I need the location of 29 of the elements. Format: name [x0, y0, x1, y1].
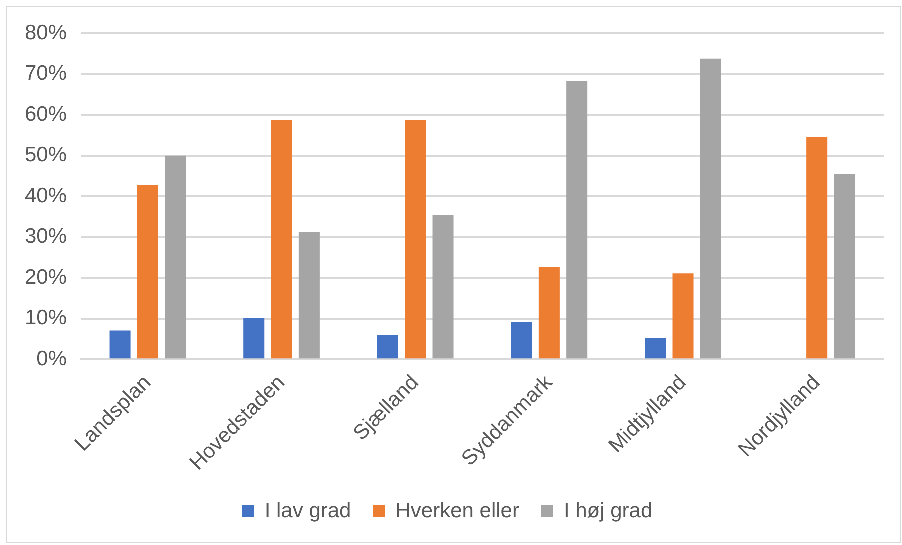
bar	[244, 318, 265, 359]
y-tick-label: 20%	[25, 266, 68, 289]
y-tick-label: 10%	[25, 306, 68, 330]
bar	[137, 185, 158, 359]
bar	[511, 322, 532, 359]
legend-label: I lav grad	[264, 499, 352, 522]
bar	[165, 156, 186, 359]
bar	[432, 215, 454, 359]
legend-label: I høj grad	[564, 499, 653, 522]
bar	[672, 274, 694, 359]
bar	[806, 138, 828, 359]
bar	[566, 81, 588, 359]
bar	[700, 58, 722, 359]
bar	[377, 335, 398, 359]
bar	[405, 120, 426, 359]
bar	[645, 338, 666, 359]
legend-label: Hverken eller	[396, 499, 520, 522]
y-tick-label: 60%	[25, 102, 68, 126]
bar	[298, 232, 320, 359]
y-tick-label: 70%	[25, 62, 68, 86]
y-tick-label: 80%	[25, 21, 68, 44]
bar	[271, 120, 292, 359]
y-tick-label: 30%	[25, 225, 68, 248]
bar	[110, 330, 131, 359]
bar	[538, 267, 560, 359]
y-tick-label: 40%	[25, 184, 68, 208]
bar	[834, 174, 856, 359]
y-tick-label: 50%	[25, 144, 68, 167]
y-tick-label: 0%	[36, 347, 68, 370]
